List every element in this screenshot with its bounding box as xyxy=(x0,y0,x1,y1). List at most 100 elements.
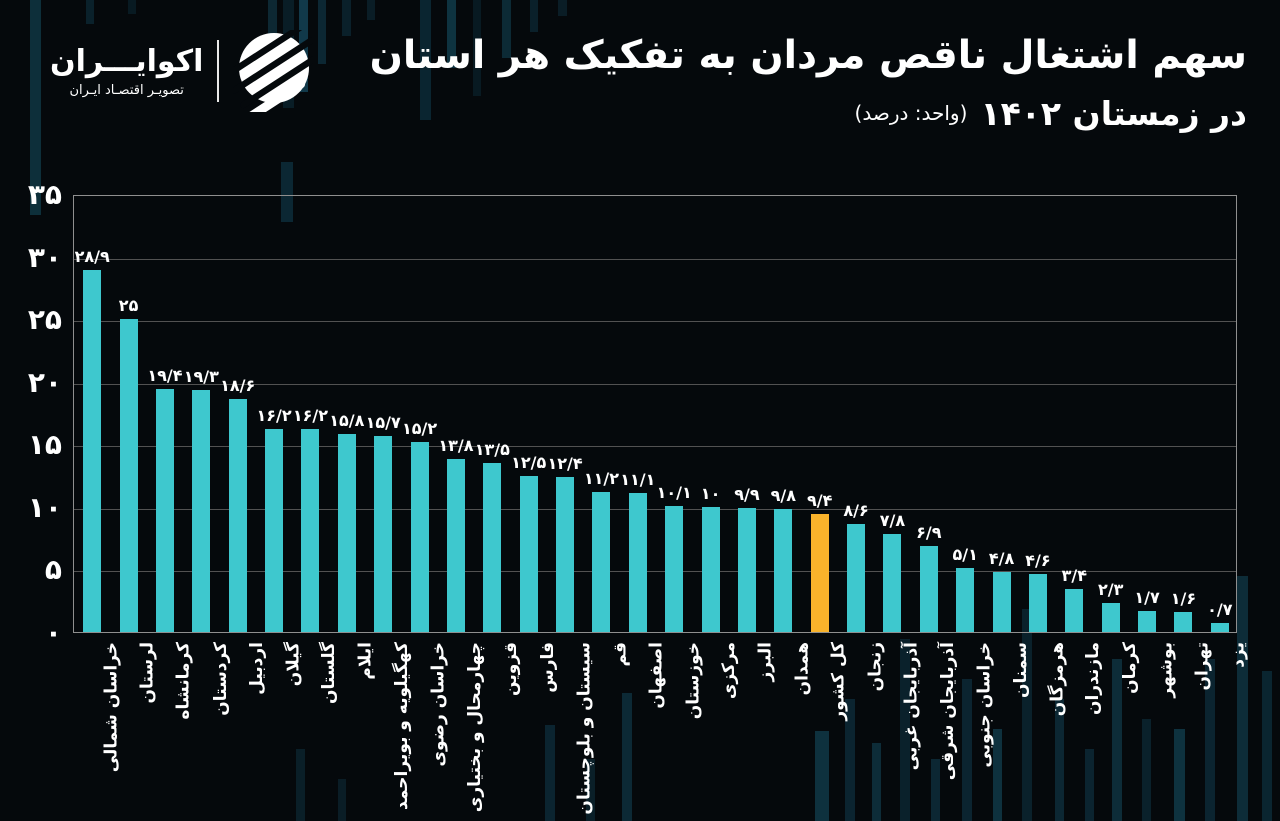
bar-value-label: ۱۳/۵ xyxy=(474,440,510,460)
x-axis-label: قزوین xyxy=(501,642,522,696)
bar xyxy=(1028,574,1047,632)
chart-header: سهم اشتغال ناقص مردان به تفکیک هر استان … xyxy=(370,30,1247,133)
x-axis-label: هرمزگان xyxy=(1046,642,1067,717)
x-axis-label: همدان xyxy=(792,642,813,696)
bar xyxy=(665,505,684,632)
chart-title: سهم اشتغال ناقص مردان به تفکیک هر استان xyxy=(369,33,1247,78)
x-axis-label: مازندران xyxy=(1083,642,1104,716)
x-axis-label: لرستان xyxy=(137,642,158,704)
bar-value-label: ۹/۹ xyxy=(734,485,760,505)
x-axis-label: تهران xyxy=(1192,642,1213,691)
bar-value-label: ۱۳/۸ xyxy=(438,436,474,456)
x-axis-label: فارس xyxy=(537,642,558,693)
background-stripe xyxy=(622,693,632,821)
y-tick-label: ۱۵ xyxy=(27,428,62,462)
x-axis-label: یزد xyxy=(1228,642,1249,668)
bar xyxy=(847,524,866,632)
gridline xyxy=(74,383,1236,385)
x-axis-label: خراسان جنوبی xyxy=(974,642,995,768)
background-stripe xyxy=(845,699,855,821)
bar-value-label: ۱۰ xyxy=(700,483,721,503)
x-axis-label: زنجان xyxy=(865,642,886,692)
x-axis-label: مرکزی xyxy=(719,642,740,700)
background-stripe xyxy=(1112,659,1122,821)
bar-value-label: ۱۸/۶ xyxy=(220,376,256,396)
y-tick-label: ۱۰ xyxy=(27,490,62,524)
background-stripe xyxy=(447,0,456,68)
gridline xyxy=(74,321,1236,323)
bar-value-label: ۱۱/۲ xyxy=(583,468,619,488)
background-stripe xyxy=(872,743,881,821)
background-stripe xyxy=(1022,609,1032,821)
bar xyxy=(1101,603,1120,632)
x-axis-label: خراسان شمالی xyxy=(101,642,122,773)
x-axis-label: کهگیلویه و بویراحمد xyxy=(392,642,413,810)
x-axis-label: البرز xyxy=(755,642,776,682)
logo-wordmark: اکوایـــران xyxy=(50,43,204,79)
bar xyxy=(119,319,138,632)
background-stripe xyxy=(86,0,94,24)
background-stripe xyxy=(1142,719,1151,821)
background-stripe xyxy=(502,0,511,58)
background-stripe xyxy=(281,162,293,222)
bar-value-label: ۵/۱ xyxy=(952,545,978,565)
bar-value-label: ۸/۶ xyxy=(843,501,869,521)
background-stripe xyxy=(1205,659,1215,821)
bar-value-label: ۲۸/۹ xyxy=(74,247,110,267)
x-axis-label: سیستان و بلوچستان xyxy=(574,642,595,815)
y-tick-label: ۳۰ xyxy=(27,240,62,274)
logo-text-block: اکوایـــران تصویـر اقتصـاد ایـران xyxy=(50,43,204,98)
bar-value-label: ۶/۹ xyxy=(916,522,942,542)
bar xyxy=(1138,610,1157,632)
bar xyxy=(737,508,756,632)
background-stripe xyxy=(342,0,351,36)
bar-value-label: ۹/۸ xyxy=(770,486,796,506)
bar-value-label: ۱۱/۱ xyxy=(620,470,656,490)
bar xyxy=(883,534,902,632)
bar-value-label: ۱۹/۳ xyxy=(183,367,219,387)
subtitle-unit: (واحد: درصد) xyxy=(854,101,968,125)
x-axis-label: خوزستان xyxy=(683,642,704,720)
x-axis-label: کرمان xyxy=(1119,642,1140,694)
logo-separator xyxy=(217,40,220,102)
bar xyxy=(155,389,174,632)
bar-value-label: ۱/۶ xyxy=(1170,588,1197,608)
background-stripe xyxy=(1174,729,1185,821)
bar xyxy=(701,506,720,632)
bar xyxy=(265,429,284,632)
x-axis-label: اردبیل xyxy=(246,642,267,695)
background-stripe xyxy=(530,0,538,32)
background-stripe xyxy=(296,749,305,821)
bar-value-label: ۱/۷ xyxy=(1134,587,1160,607)
bar-value-label: ۴/۸ xyxy=(988,548,1015,568)
background-stripe xyxy=(1055,699,1064,821)
background-stripe xyxy=(815,731,829,821)
background-stripe xyxy=(128,0,136,14)
background-stripe xyxy=(1085,749,1094,821)
bar-value-label: ۱۶/۲ xyxy=(256,406,292,426)
x-axis-label: خراسان رضوی xyxy=(428,642,449,767)
chart-subtitle: در زمستان ۱۴۰۲ (واحد: درصد) xyxy=(784,94,1247,133)
gridline xyxy=(74,446,1236,448)
background-stripe xyxy=(338,779,346,821)
bar xyxy=(1174,611,1193,632)
x-axis-label: اصفهان xyxy=(646,642,667,709)
gridline xyxy=(74,571,1236,573)
bar-value-label: ۱۶/۲ xyxy=(292,406,328,426)
background-stripe xyxy=(900,639,910,821)
bar xyxy=(483,463,502,632)
background-stripe xyxy=(993,729,1002,821)
x-axis-label: سمنان xyxy=(1010,642,1031,698)
bar-chart-plot-area: ۲۸/۹ ۲۵ ۱۹/۴ ۱۹/۳ ۱۸/۶ ۱۶/۲ ۱۶/۲ ۱۵/۸ ۱۵/۷ ۱۵/۲ ۱۳… xyxy=(73,195,1237,633)
background-stripe xyxy=(931,759,940,821)
bar xyxy=(919,545,938,632)
bar-value-label: ۱۹/۴ xyxy=(147,366,183,386)
y-tick-label: ۵ xyxy=(44,553,62,587)
bar-value-label: ۱۵/۷ xyxy=(365,412,401,432)
background-stripe xyxy=(962,679,972,821)
bar-value-label: ۱۰/۱ xyxy=(656,482,692,502)
bar-value-label: ۲/۳ xyxy=(1098,580,1124,600)
background-stripe xyxy=(1237,576,1248,821)
bar xyxy=(519,475,538,632)
bar xyxy=(410,441,429,632)
